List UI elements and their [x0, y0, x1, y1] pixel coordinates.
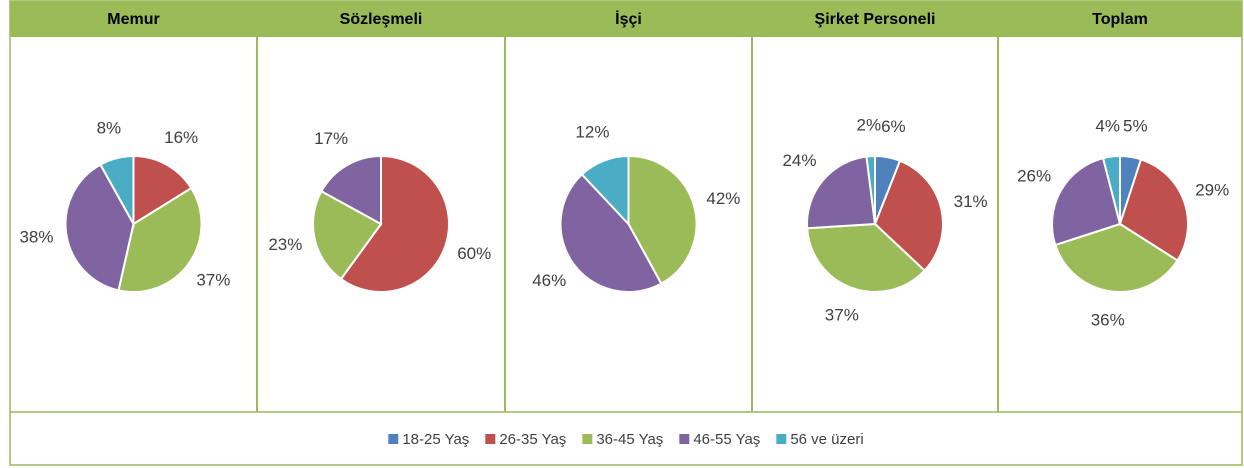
pie-slice	[559, 173, 663, 293]
legend: 18-25 Yaş 26-35 Yaş 36-45 Yaş 46-55 Yaş 56 v…	[388, 431, 864, 448]
chart-title: Toplam	[1092, 11, 1148, 28]
chart-title: İşçi	[615, 10, 642, 28]
chart-title: Şirket Personeli	[815, 11, 936, 28]
slice-label: 6%	[881, 117, 906, 136]
pie-slice	[806, 155, 877, 230]
slice-label: 38%	[19, 227, 53, 246]
header-row	[10, 1, 1242, 37]
slice-label: 36%	[1091, 311, 1125, 330]
legend-label: 56 ve üzeri	[790, 431, 863, 448]
legend-swatch	[776, 434, 787, 444]
slice-label: 60%	[457, 244, 491, 263]
slice-label: 46%	[532, 271, 566, 290]
legend-label: 18-25 Yaş	[402, 431, 469, 448]
legend-swatch	[485, 434, 496, 444]
slice-label: 37%	[196, 270, 230, 289]
slice-label: 4%	[1095, 116, 1120, 135]
pie-slice	[873, 159, 944, 272]
pie-slice	[117, 186, 203, 293]
pie-slice	[1051, 156, 1122, 247]
slice-label: 31%	[954, 192, 988, 211]
table-border	[9, 0, 1243, 466]
pie-slice	[806, 222, 926, 293]
slice-label: 42%	[706, 189, 740, 208]
pie-slice	[132, 154, 193, 226]
pie-slice	[1118, 158, 1189, 262]
pie-slice	[320, 154, 382, 226]
legend-label: 46-55 Yaş	[693, 431, 760, 448]
pie-slice	[339, 154, 450, 293]
pie-slice	[1054, 222, 1179, 293]
pie-slice	[580, 154, 630, 227]
slice-label: 26%	[1017, 166, 1051, 185]
slice-label: 29%	[1195, 180, 1229, 199]
pie-slice	[312, 189, 383, 281]
slice-label: 12%	[575, 122, 609, 141]
pie-slice	[99, 154, 135, 228]
slice-label: 2%	[857, 116, 882, 135]
slice-label: 8%	[97, 119, 122, 138]
slice-label: 24%	[782, 151, 816, 170]
slice-label: 5%	[1123, 117, 1148, 136]
pie-slice	[627, 154, 698, 285]
pie-slice	[1101, 154, 1121, 225]
legend-label: 36-45 Yaş	[596, 431, 663, 448]
slice-label: 16%	[164, 128, 198, 147]
legend-swatch	[679, 434, 690, 444]
chart-title: Sözleşmeli	[340, 11, 423, 28]
legend-label: 26-35 Yaş	[499, 431, 566, 448]
legend-swatch	[582, 434, 593, 444]
chart-title: Memur	[107, 11, 159, 28]
slice-label: 17%	[314, 129, 348, 148]
pie-slice	[64, 163, 135, 292]
slice-label: 23%	[268, 235, 302, 254]
pie-slice	[865, 154, 876, 225]
slice-label: 37%	[825, 306, 859, 325]
legend-swatch	[388, 434, 399, 444]
